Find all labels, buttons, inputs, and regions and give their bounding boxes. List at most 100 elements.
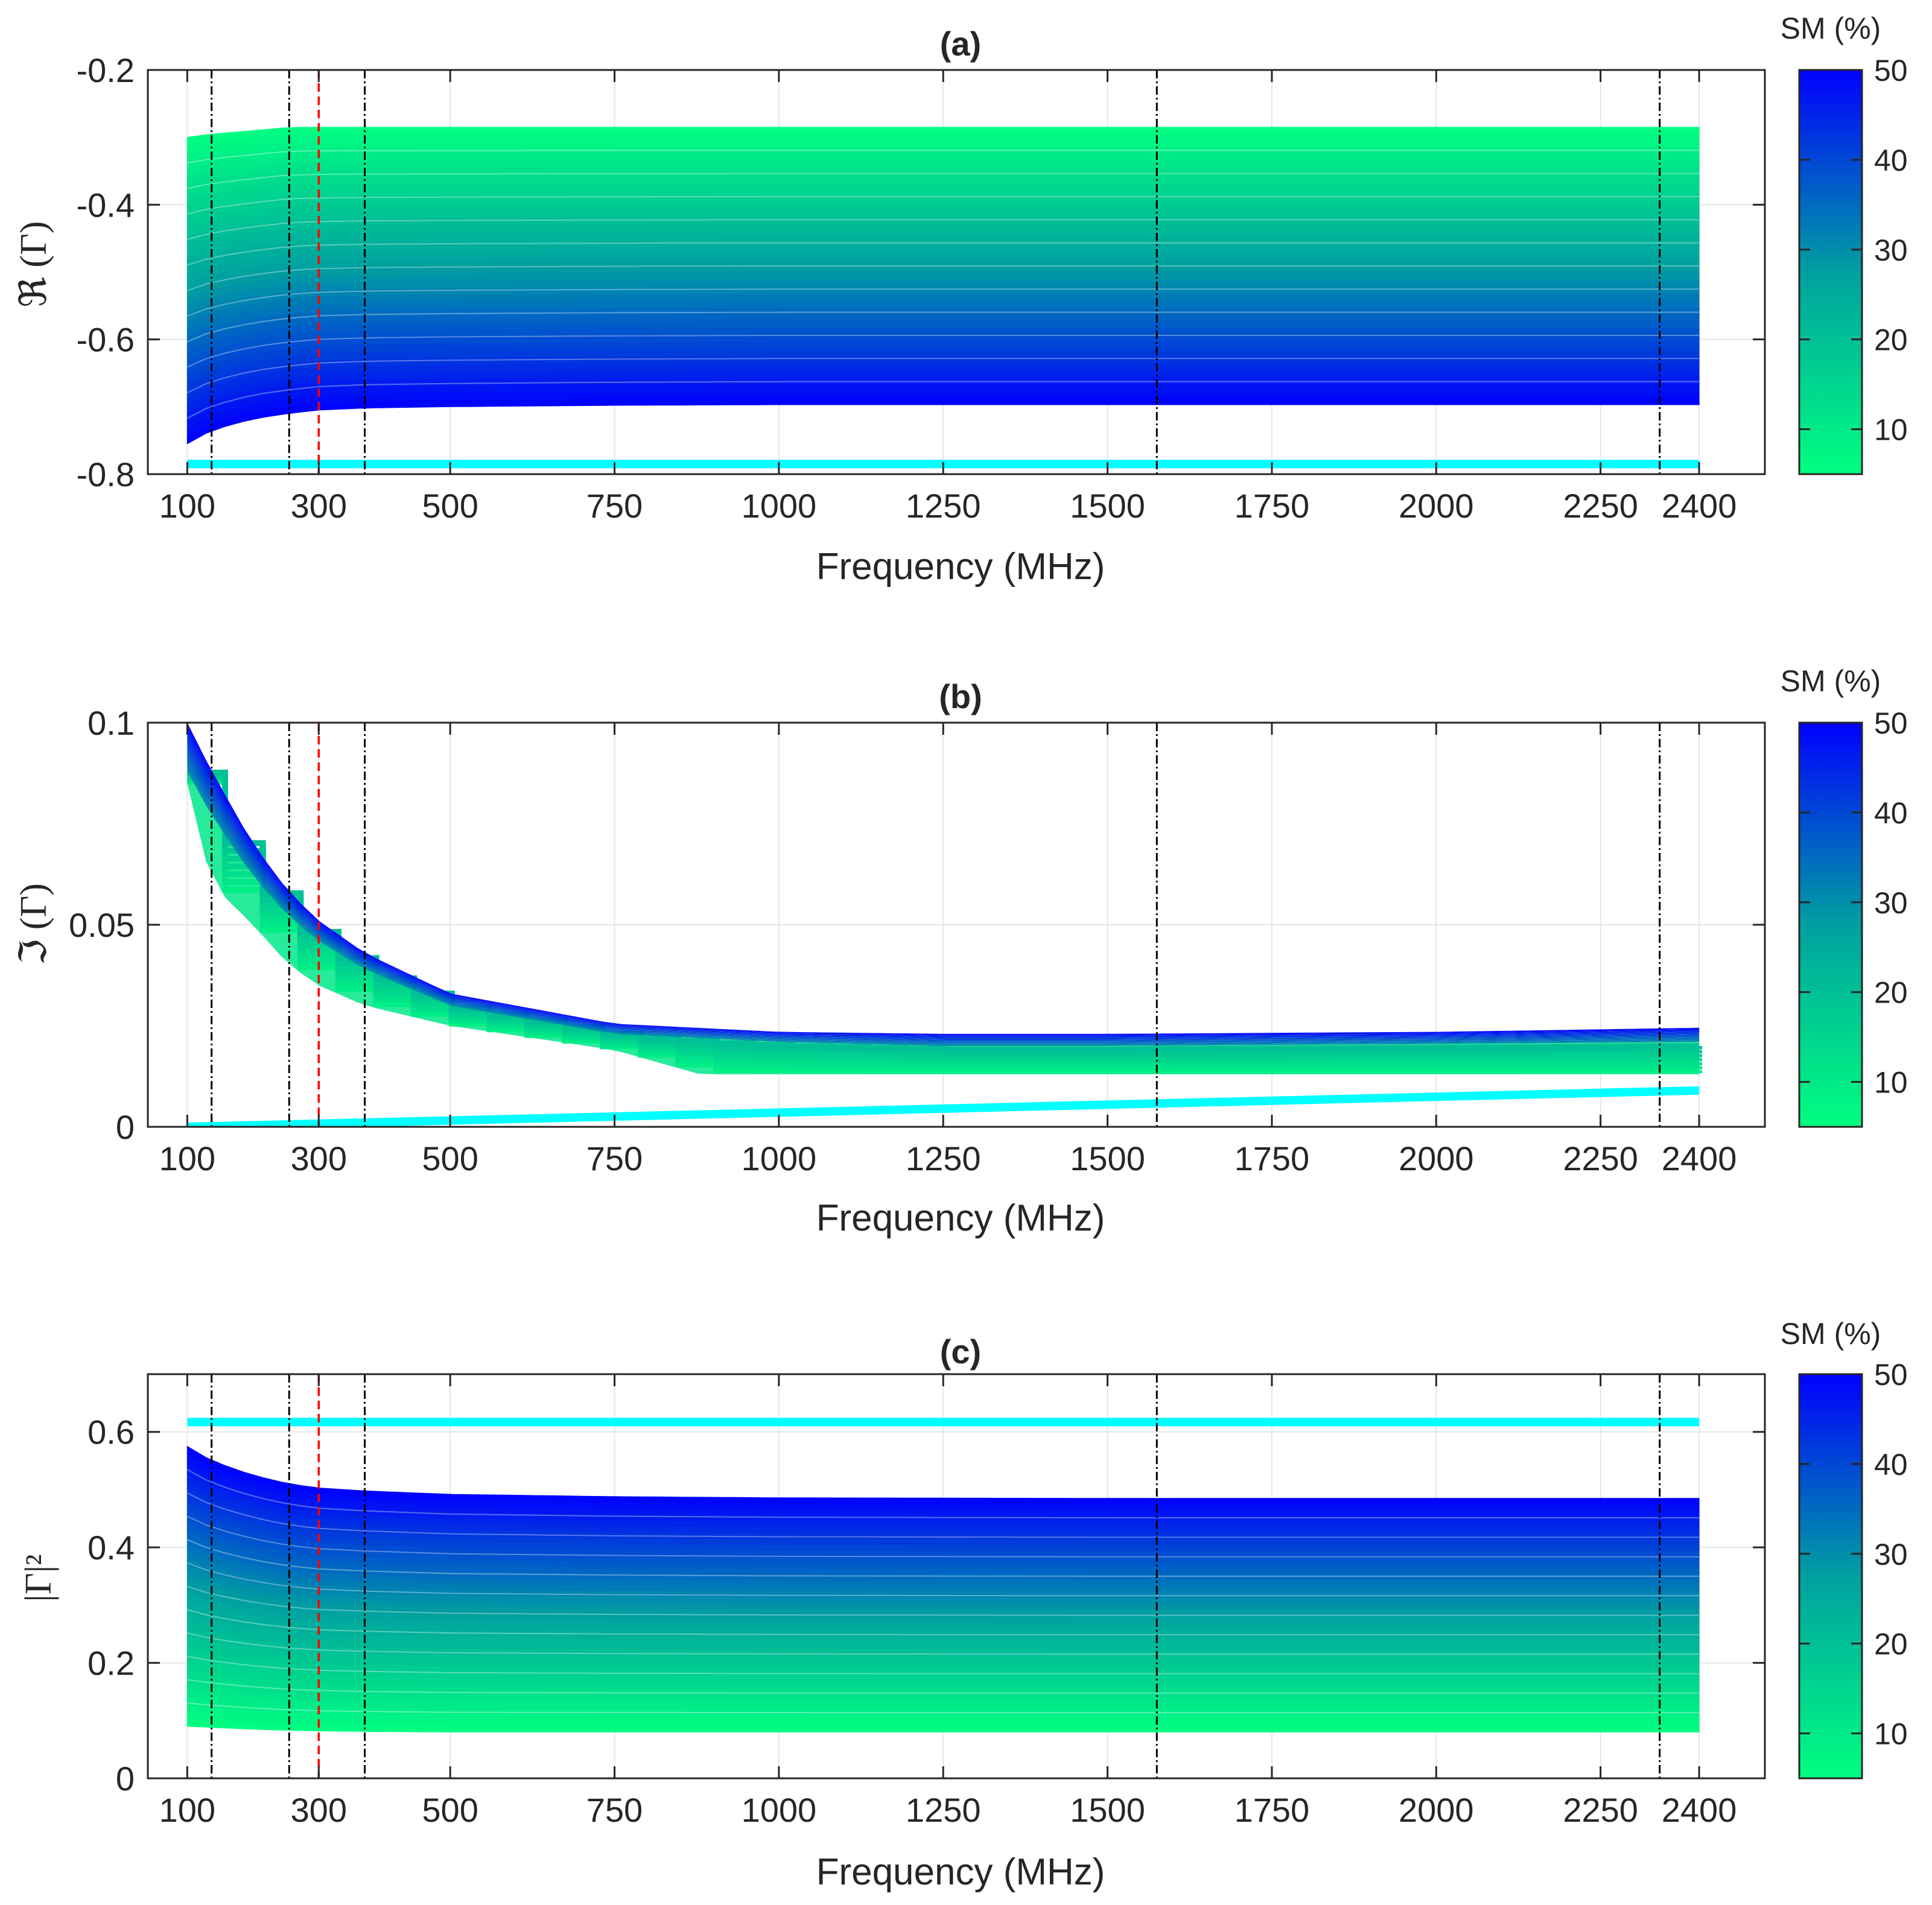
- x-tick-label: 2250: [1563, 1791, 1638, 1829]
- x-tick-label: 1750: [1235, 487, 1310, 525]
- x-tick-label: 1750: [1235, 1140, 1310, 1178]
- series-strand: [187, 1655, 1700, 1675]
- x-tick-label: 1250: [906, 1791, 981, 1829]
- series-step-strand: [187, 774, 1703, 1063]
- band-markers-b: [211, 723, 1661, 1127]
- y-axis-label-c: |Γ|²: [18, 1554, 59, 1602]
- y-tick-label: 0.4: [87, 1529, 135, 1567]
- colorbar-tick-label: 10: [1874, 413, 1908, 447]
- x-tick-label: 2400: [1662, 1791, 1737, 1829]
- x-tick-label: 1750: [1235, 1791, 1310, 1829]
- x-tick-label: 1500: [1070, 1140, 1145, 1178]
- x-tick-label: 2000: [1399, 1140, 1474, 1178]
- colorbar-tick-label: 50: [1874, 706, 1908, 740]
- x-tick-label: 1500: [1070, 1791, 1145, 1829]
- colorbar-tick-label: 40: [1874, 144, 1908, 177]
- series-low-sm-spread: [187, 771, 1700, 1074]
- panel-title-c: (c): [940, 1333, 981, 1371]
- series-strand: [187, 1702, 1700, 1714]
- series-strand: [186, 1492, 1700, 1538]
- x-tick-label: 300: [291, 487, 347, 525]
- ticks-b: 100 300 500 750 1000 1250 1500 1750 2000 2250 2400…: [69, 704, 1765, 1178]
- colorbar-title-c: SM (%): [1781, 1317, 1881, 1351]
- x-tick-label: 2400: [1662, 1140, 1737, 1178]
- colorbar-tick-label: 50: [1874, 1358, 1908, 1392]
- y-tick-label: 0.6: [87, 1413, 135, 1451]
- x-tick-label: 2250: [1563, 487, 1638, 525]
- colorbar-tick-label: 10: [1874, 1717, 1908, 1751]
- colorbar-tick-label: 50: [1874, 54, 1908, 87]
- series-step-strand: [187, 776, 1703, 1067]
- panel-b: 100 300 500 750 1000 1250 1500 1750 2000 2250 2400…: [13, 664, 1908, 1239]
- y-axis-label-text-c: |Γ|²: [18, 1554, 59, 1602]
- series-group-a: [186, 127, 1700, 469]
- colorbar-title-a: SM (%): [1781, 11, 1881, 45]
- axes-frame-a: [147, 69, 1766, 475]
- y-tick-label: 0.1: [87, 704, 135, 742]
- y-axis-label-text-b: ℑ (Γ): [13, 883, 54, 965]
- x-tick-label: 750: [586, 1140, 643, 1178]
- panel-title-b: (b): [939, 677, 982, 715]
- y-tick-label: -0.8: [77, 455, 135, 493]
- panel-c: 100 300 500 750 1000 1250 1500 1750 2000 2250 2400…: [18, 1317, 1908, 1893]
- x-tick-label: 2400: [1662, 487, 1737, 525]
- colorbar-tick-label: 40: [1874, 1448, 1908, 1482]
- x-tick-label: 1000: [742, 487, 817, 525]
- x-tick-label: 1000: [742, 1140, 817, 1178]
- x-tick-label: 2000: [1399, 1791, 1474, 1829]
- colorbar-gradient-c: [1798, 1373, 1863, 1780]
- colorbar-tick-label: 20: [1874, 1628, 1908, 1661]
- series-strand: [187, 173, 1700, 189]
- x-tick-label: 100: [159, 1791, 215, 1829]
- colorbar-tick-label: 20: [1874, 976, 1908, 1010]
- x-tick-label: 100: [159, 487, 215, 525]
- y-axis-label-a: ℜ (Γ): [13, 221, 54, 307]
- x-tick-label: 1500: [1070, 487, 1145, 525]
- x-tick-label: 2000: [1399, 487, 1474, 525]
- x-tick-label: 500: [422, 1791, 478, 1829]
- series-strand: [187, 1632, 1700, 1655]
- band-markers-c: [211, 1374, 1661, 1778]
- y-axis-label-b: ℑ (Γ): [13, 883, 54, 965]
- series-strand: [187, 1609, 1700, 1635]
- series-strand: [187, 1679, 1700, 1694]
- y-tick-label: -0.2: [77, 51, 135, 89]
- series-strand: [187, 195, 1700, 215]
- x-tick-label: 300: [291, 1791, 347, 1829]
- series-group-b: [187, 723, 1703, 1127]
- x-tick-label: 500: [422, 1140, 478, 1178]
- plot-area-b: 100 300 500 750 1000 1250 1500 1750 2000 2250 2400…: [69, 704, 1766, 1178]
- series-strand: [187, 311, 1700, 343]
- series-strand: [187, 1562, 1700, 1597]
- colorbar-c: SM (%) 10 20 30 40 50: [1781, 1317, 1908, 1780]
- y-tick-label: -0.4: [77, 186, 135, 224]
- panel-a: 100 300 500 750 1000 1250 1500 1750 2000 2250 2400…: [13, 11, 1908, 588]
- x-axis-label-c: Frequency (MHz): [816, 1851, 1105, 1893]
- colorbar-a: SM (%) 10 20 30 40 50: [1781, 11, 1908, 475]
- series-strand: [187, 288, 1700, 317]
- x-axis-label-b: Frequency (MHz): [816, 1197, 1105, 1239]
- x-tick-label: 750: [586, 487, 643, 525]
- series-strand: [187, 242, 1700, 266]
- x-tick-label: 1250: [906, 1140, 981, 1178]
- x-axis-label-a: Frequency (MHz): [816, 546, 1105, 588]
- series-group-c: [186, 1418, 1700, 1732]
- x-tick-label: 1000: [742, 1791, 817, 1829]
- y-tick-label: 0.2: [87, 1644, 135, 1682]
- x-tick-label: 750: [586, 1791, 643, 1829]
- series-strand: [186, 381, 1700, 419]
- colorbar-tick-label: 30: [1874, 1538, 1908, 1571]
- x-tick-label: 300: [291, 1140, 347, 1178]
- plot-area-a: 100 300 500 750 1000 1250 1500 1750 2000 2250 2400…: [77, 51, 1766, 525]
- y-tick-label: 0: [116, 1760, 135, 1798]
- panel-title-a: (a): [940, 25, 981, 63]
- series-strand: [186, 1469, 1700, 1519]
- axes-frame-c: [147, 1373, 1766, 1780]
- plot-area-c: 100 300 500 750 1000 1250 1500 1750 2000 2250 2400…: [87, 1373, 1766, 1829]
- series-step-strand: [187, 777, 1703, 1071]
- colorbar-gradient-a: [1798, 69, 1863, 475]
- series-strand: [186, 1515, 1700, 1558]
- ticks-c: 100 300 500 750 1000 1250 1500 1750 2000 2250 2400…: [87, 1374, 1765, 1829]
- series-strand: [186, 358, 1700, 393]
